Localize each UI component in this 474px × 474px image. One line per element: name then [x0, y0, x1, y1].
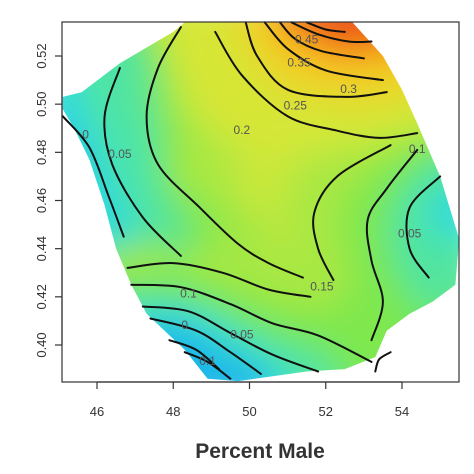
contour-label: 0.35 — [287, 55, 311, 69]
y-tick-label: 0.46 — [34, 188, 49, 213]
contour-line — [141, 305, 320, 373]
contour-line — [183, 351, 232, 380]
contour-line — [168, 339, 220, 371]
contour-labels: 0.45 0.35 0.3 0.25 0.2 0.05 0 0.1 0.05 0.15 0.1 0.0… — [82, 33, 426, 369]
y-tick-label: 0.48 — [34, 140, 49, 165]
contour-line — [244, 21, 388, 98]
y-axis: 0.40 0.42 0.44 0.46 0.48 0.50 0.52 — [34, 43, 63, 358]
x-axis-title: Percent Male — [195, 440, 325, 463]
contour-label: 0.05 — [230, 328, 254, 342]
contour-line — [365, 148, 419, 342]
contour-label: 0.1 — [199, 354, 216, 368]
x-tick-label: 52 — [319, 404, 333, 419]
contour-line — [279, 21, 365, 60]
contour-line — [290, 21, 373, 44]
y-tick-label: 0.50 — [34, 92, 49, 117]
contour-line — [149, 317, 262, 375]
contour-line — [263, 21, 384, 82]
contour-label: 0.05 — [108, 147, 132, 161]
contour-label: 0.05 — [398, 226, 422, 240]
contour-label: 0.2 — [234, 123, 251, 137]
contour-line — [405, 175, 442, 279]
x-tick-label: 54 — [395, 404, 409, 419]
contour-line — [61, 115, 125, 238]
x-tick-label: 50 — [242, 404, 256, 419]
contour-line — [312, 144, 392, 281]
contour-label: 0 — [82, 128, 89, 142]
contour-line — [305, 21, 346, 33]
y-tick-label: 0.40 — [34, 332, 49, 357]
contour-label: 0.25 — [284, 99, 308, 113]
contour-line — [130, 283, 373, 363]
contour-label: 0.45 — [295, 33, 319, 47]
y-tick-label: 0.52 — [34, 43, 49, 68]
contour-label: 0.1 — [180, 287, 197, 301]
contour-line — [374, 351, 392, 373]
contour-line — [126, 262, 312, 298]
x-tick-label: 48 — [166, 404, 180, 419]
contour-line — [145, 26, 304, 279]
contour-label: 0.1 — [409, 142, 426, 156]
contour-line — [214, 30, 419, 139]
contour-line — [103, 67, 182, 257]
contour-label: 0.3 — [340, 82, 357, 96]
contour-lines — [61, 21, 442, 380]
heatmap-field — [62, 22, 460, 382]
y-tick-label: 0.42 — [34, 284, 49, 309]
y-tick-label: 0.44 — [34, 236, 49, 261]
contour-label: 0 — [181, 318, 188, 332]
contour-label: 0.15 — [310, 279, 334, 293]
x-tick-label: 46 — [90, 404, 104, 419]
x-axis: 46 48 50 52 54 — [90, 381, 409, 419]
